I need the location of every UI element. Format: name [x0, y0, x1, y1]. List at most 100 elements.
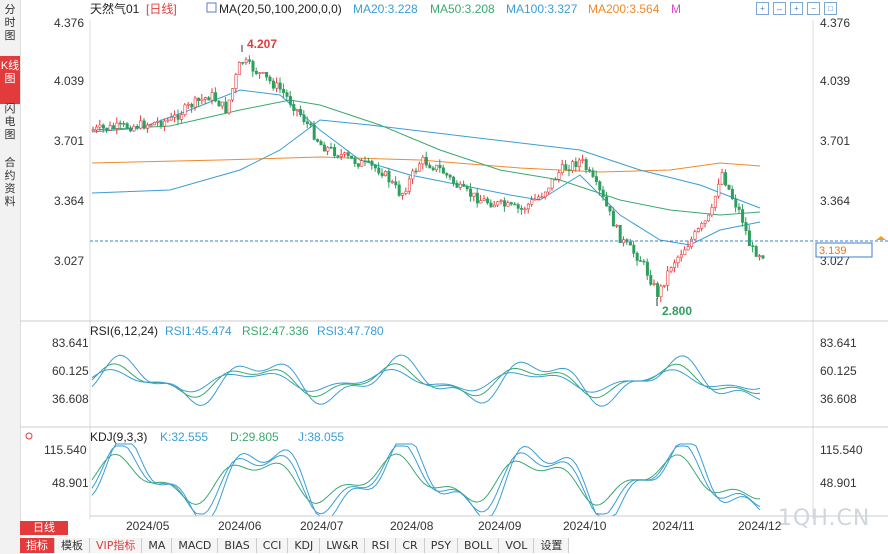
- crosshair-icon[interactable]: +: [756, 2, 769, 15]
- candle: [479, 195, 483, 204]
- candle: [693, 229, 697, 241]
- tab-cr[interactable]: CR: [396, 538, 425, 553]
- candle: [642, 259, 646, 266]
- kdj-axis: 115.540 48.901 115.540 48.901: [44, 443, 863, 490]
- ma100-value: MA100:3.327: [506, 2, 578, 16]
- candle: [537, 194, 541, 201]
- tab-settings[interactable]: 设置: [534, 538, 570, 553]
- tab-bias[interactable]: BIAS: [218, 538, 257, 553]
- ma100-line: [91, 119, 761, 209]
- candle: [652, 279, 656, 287]
- candle: [509, 201, 513, 206]
- candle: [611, 207, 615, 227]
- period-label[interactable]: 日线: [20, 521, 68, 535]
- tab-ma[interactable]: MA: [142, 538, 173, 553]
- candle: [591, 167, 595, 178]
- candle: [95, 124, 99, 133]
- tab-lwr[interactable]: LW&R: [320, 538, 366, 553]
- candle: [754, 244, 758, 257]
- candle: [91, 126, 95, 132]
- tab-lightning[interactable]: 闪电图: [4, 103, 16, 141]
- candle: [394, 176, 398, 189]
- tab-vip-indicator[interactable]: VIP指标: [90, 538, 143, 553]
- price-arrow-icon: [876, 236, 886, 240]
- candle: [397, 180, 401, 198]
- candle: [744, 217, 748, 236]
- candle: [465, 184, 469, 192]
- period-tag: [日线]: [146, 2, 177, 16]
- candle: [193, 95, 197, 111]
- candle: [363, 156, 367, 167]
- candle: [526, 202, 530, 214]
- sun-icon[interactable]: [25, 432, 33, 440]
- candle: [214, 87, 218, 103]
- candle: [608, 205, 612, 216]
- kdj-tick: 48.901: [52, 476, 89, 490]
- candle: [475, 187, 479, 208]
- candle: [156, 117, 160, 127]
- candle: [227, 99, 231, 115]
- tab-vol[interactable]: VOL: [499, 538, 535, 553]
- candle: [707, 214, 711, 222]
- tab-timeshare[interactable]: 分时图: [4, 4, 16, 42]
- zoom-out-icon[interactable]: −: [807, 2, 820, 15]
- rsi3-value: RSI3:47.780: [317, 324, 384, 338]
- candle: [639, 256, 643, 262]
- candle: [251, 59, 255, 77]
- time-tick: 2024/11: [652, 519, 695, 533]
- candle: [696, 227, 700, 233]
- candle: [159, 119, 163, 129]
- candle: [662, 284, 666, 288]
- tab-macd[interactable]: MACD: [172, 538, 219, 553]
- price-tick: 3.027: [54, 254, 84, 268]
- time-tick: 2024/08: [390, 519, 434, 533]
- candle: [390, 179, 394, 184]
- ma-settings-icon[interactable]: [206, 2, 217, 13]
- candle: [329, 142, 333, 150]
- candle: [356, 163, 360, 169]
- kline-chart[interactable]: 天然气01 [日线] MA(20,50,100,200,0,0) MA20:3.…: [20, 0, 888, 519]
- candle: [312, 120, 316, 141]
- candle: [567, 164, 571, 177]
- kdj-title: KDJ(9,3,3): [90, 430, 147, 444]
- candle: [486, 196, 490, 205]
- fullscreen-icon[interactable]: □: [824, 2, 837, 15]
- tab-template[interactable]: 模板: [55, 538, 90, 553]
- rsi-axis: 83.641 60.125 36.608 83.641 60.125 36.60…: [52, 336, 857, 406]
- candle: [571, 159, 575, 173]
- candle: [200, 93, 204, 105]
- candle: [496, 200, 500, 208]
- candle: [458, 181, 462, 191]
- zoom-in-icon[interactable]: +: [790, 2, 803, 15]
- tab-rsi[interactable]: RSI: [365, 538, 397, 553]
- tab-boll[interactable]: BOLL: [458, 538, 500, 553]
- tab-psy[interactable]: PSY: [424, 538, 459, 553]
- rsi-tick: 60.125: [52, 364, 89, 378]
- high-price-label: 4.207: [247, 37, 277, 51]
- candle: [557, 170, 561, 183]
- rsi-tick: 60.125: [820, 364, 857, 378]
- candle: [503, 197, 507, 212]
- tab-kline[interactable]: K线图: [0, 56, 20, 104]
- candle: [683, 246, 687, 256]
- ma200-value: MA200:3.564: [588, 2, 660, 16]
- candle: [285, 89, 289, 101]
- candle: [217, 99, 221, 107]
- kdj-j-value: J:38.055: [298, 430, 344, 444]
- tab-cci[interactable]: CCI: [256, 538, 289, 553]
- tab-kdj[interactable]: KDJ: [288, 538, 321, 553]
- candle: [305, 116, 309, 129]
- candle: [530, 195, 534, 207]
- candle: [384, 170, 388, 177]
- time-tick: 2024/05: [126, 519, 170, 533]
- tab-contract-info[interactable]: 合约资料: [4, 157, 16, 208]
- expand-icon[interactable]: ↔: [773, 2, 786, 15]
- candlesticks: [91, 55, 765, 303]
- current-price-box: [815, 242, 873, 258]
- candle: [268, 74, 272, 85]
- tab-indicator[interactable]: 指标: [20, 538, 55, 553]
- candle: [336, 154, 340, 159]
- candle: [673, 259, 677, 273]
- price-tick: 3.364: [54, 194, 84, 208]
- candle: [513, 202, 517, 206]
